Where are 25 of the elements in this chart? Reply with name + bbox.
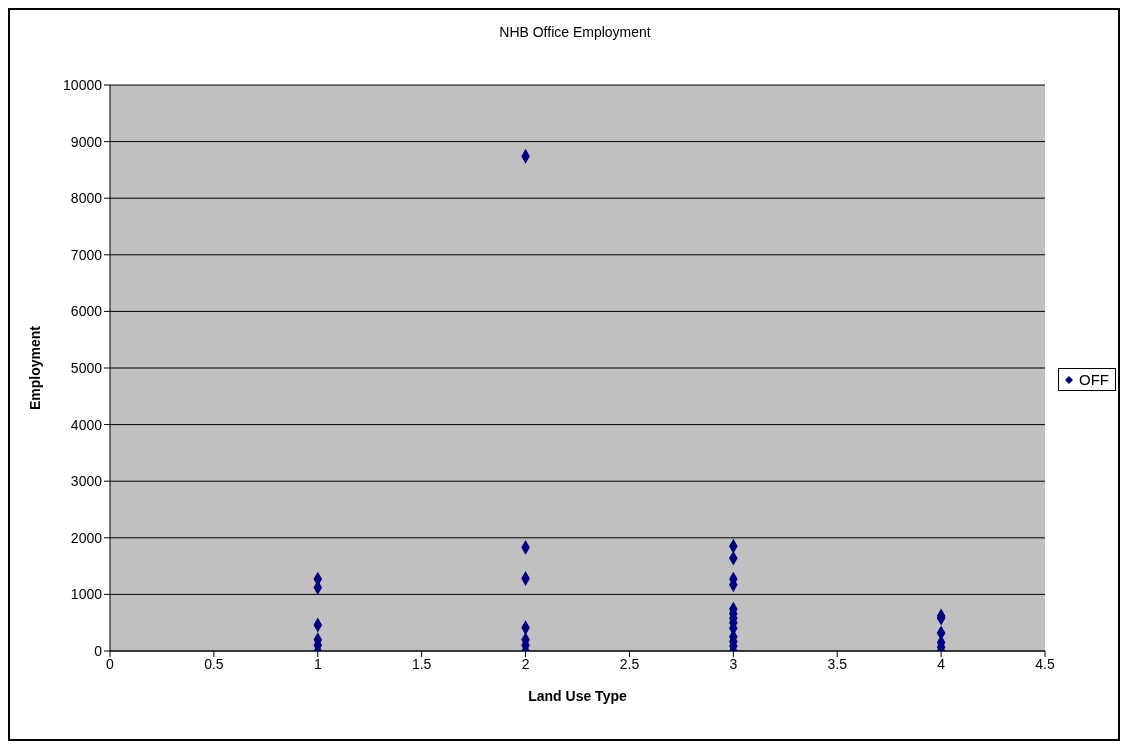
y-tick-label: 3000 bbox=[70, 473, 103, 490]
x-tick-label: 4.5 bbox=[1035, 655, 1055, 672]
y-tick-label: 1000 bbox=[70, 586, 103, 603]
y-tick-label: 4000 bbox=[70, 416, 103, 433]
x-tick-label: 2 bbox=[521, 655, 530, 672]
x-tick-label: 1 bbox=[313, 655, 322, 672]
x-tick-label: 1.5 bbox=[411, 655, 432, 672]
x-axis-title: Land Use Type bbox=[528, 688, 627, 704]
x-tick-label: 0.5 bbox=[204, 655, 224, 672]
chart-title: NHB Office Employment bbox=[498, 24, 652, 40]
x-tick-label: 3.5 bbox=[827, 655, 848, 672]
y-tick-label: 2000 bbox=[70, 529, 103, 546]
y-tick-label: 10000 bbox=[63, 76, 103, 93]
y-tick-label: 7000 bbox=[70, 246, 103, 263]
x-tick-label: 4 bbox=[937, 655, 946, 672]
y-tick-label: 9000 bbox=[70, 133, 103, 150]
y-tick-label: 0 bbox=[94, 642, 103, 659]
x-tick-label: 2.5 bbox=[619, 655, 640, 672]
x-tick-label: 3 bbox=[729, 655, 738, 672]
legend-label: OFF bbox=[1078, 371, 1109, 388]
y-tick-label: 6000 bbox=[70, 303, 103, 320]
y-tick-label: 8000 bbox=[70, 190, 103, 207]
y-tick-label: 5000 bbox=[70, 359, 103, 376]
x-tick-label: 0 bbox=[106, 655, 115, 672]
y-axis-title: Employment bbox=[26, 325, 43, 411]
